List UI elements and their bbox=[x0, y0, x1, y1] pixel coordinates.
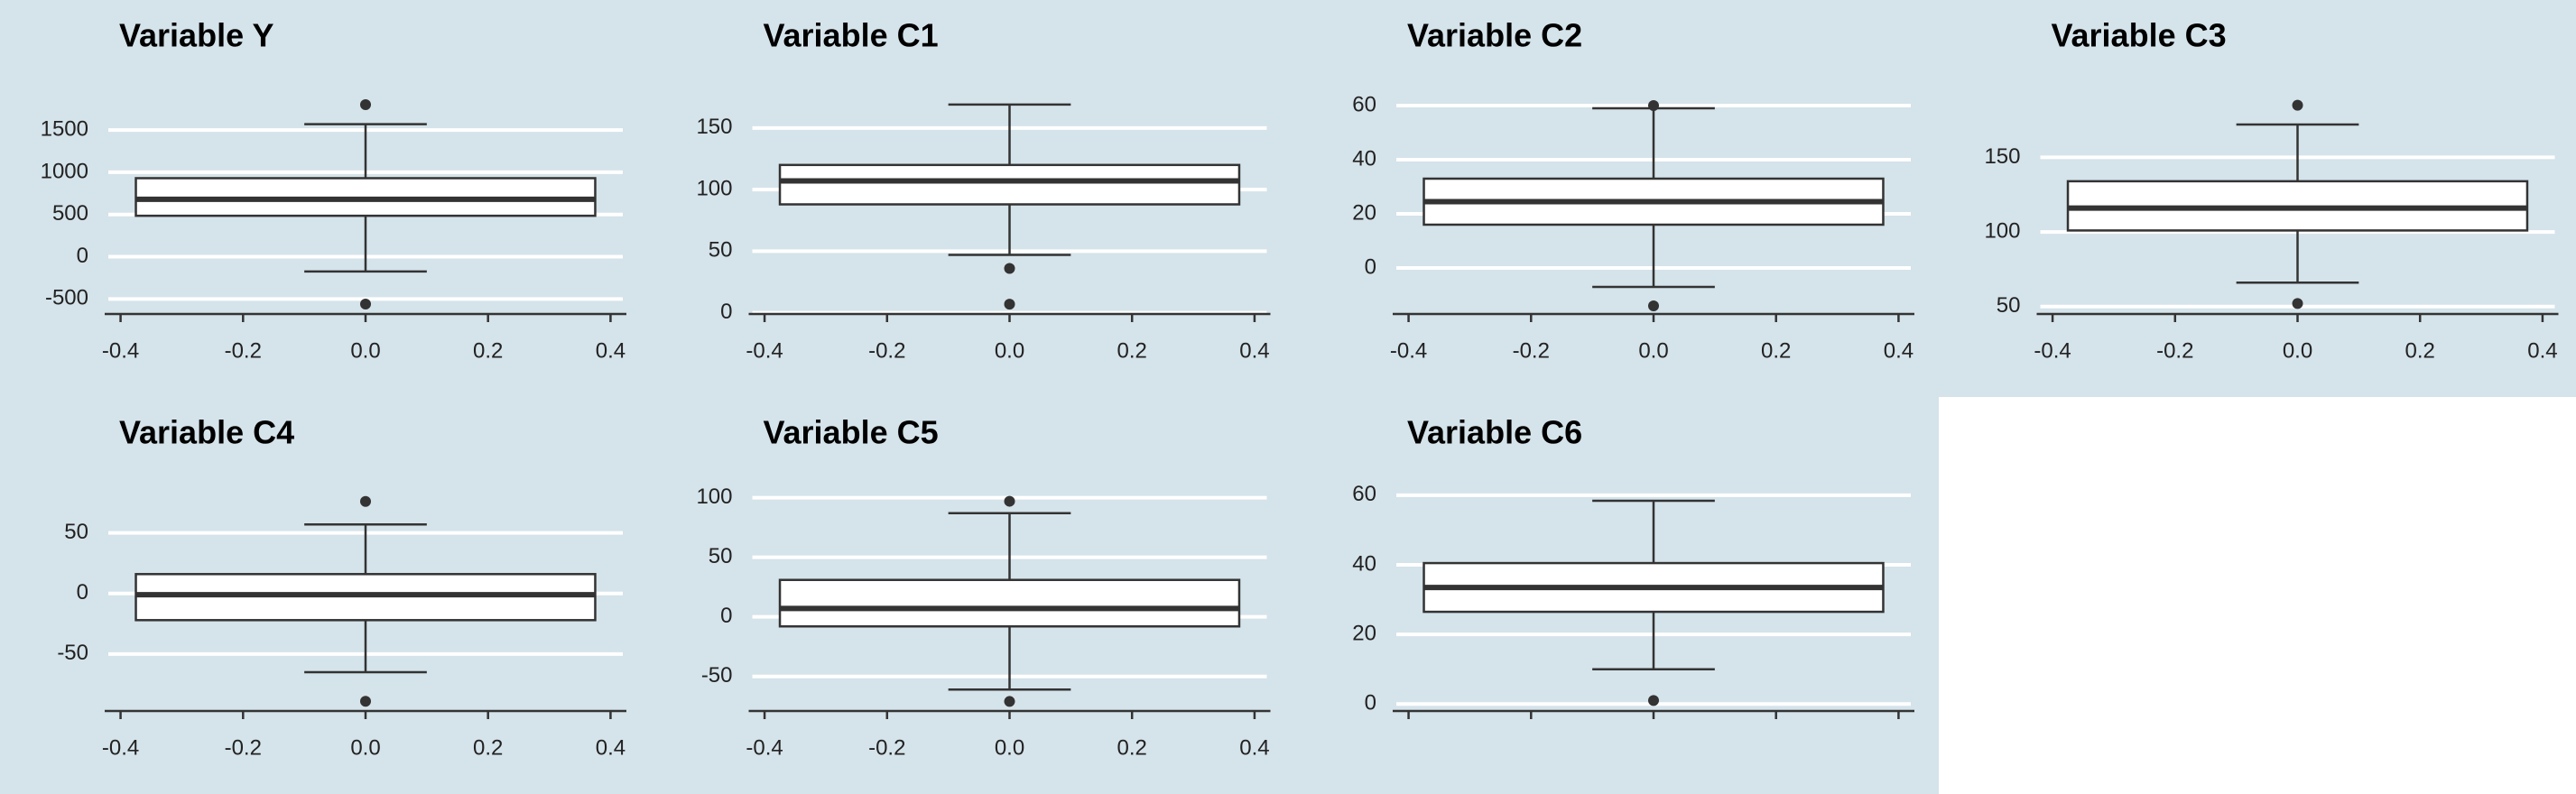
outlier bbox=[360, 298, 371, 309]
x-tick-label: 0.0 bbox=[2283, 338, 2312, 363]
chart-title: Variable C1 bbox=[764, 17, 939, 54]
x-tick-label: 0.0 bbox=[350, 735, 380, 760]
x-tick-label: 0.4 bbox=[1884, 338, 1913, 363]
y-tick-label: 40 bbox=[1352, 551, 1376, 576]
x-tick-label: 0.2 bbox=[1761, 338, 1791, 363]
y-tick-label: 0 bbox=[77, 244, 88, 268]
y-tick-label: 20 bbox=[1352, 621, 1376, 645]
x-tick-label: 0.2 bbox=[473, 338, 503, 363]
x-tick-label: -0.4 bbox=[746, 338, 783, 363]
x-tick-label: -0.2 bbox=[2156, 338, 2193, 363]
y-tick-label: 100 bbox=[696, 485, 732, 509]
y-tick-label: 100 bbox=[696, 176, 732, 200]
x-tick-label: -0.4 bbox=[102, 735, 139, 760]
chart-title: Variable C2 bbox=[1407, 17, 1582, 54]
y-tick-label: 20 bbox=[1352, 200, 1376, 225]
outlier bbox=[2292, 99, 2303, 111]
x-tick-label: 0.4 bbox=[1239, 735, 1269, 760]
y-tick-label: 50 bbox=[1997, 293, 2021, 318]
chart-title: Variable C4 bbox=[119, 414, 294, 451]
y-tick-label: 500 bbox=[52, 201, 88, 226]
outlier bbox=[360, 696, 371, 707]
chart-title: Variable Y bbox=[119, 17, 273, 54]
y-tick-label: 40 bbox=[1352, 146, 1376, 171]
outlier bbox=[360, 99, 371, 111]
y-tick-label: 50 bbox=[64, 520, 88, 544]
y-tick-label: 0 bbox=[720, 300, 732, 324]
x-tick-label: -0.2 bbox=[225, 735, 262, 760]
outlier bbox=[1648, 695, 1659, 706]
y-tick-label: 50 bbox=[709, 238, 733, 263]
x-tick-label: 0.2 bbox=[2405, 338, 2435, 363]
y-tick-label: 60 bbox=[1352, 482, 1376, 506]
x-tick-label: 0.2 bbox=[473, 735, 503, 760]
outlier bbox=[1004, 696, 1015, 707]
y-tick-label: -50 bbox=[57, 641, 88, 665]
y-tick-label: 1500 bbox=[41, 116, 88, 141]
x-tick-label: 0.2 bbox=[1117, 735, 1147, 760]
x-tick-label: -0.4 bbox=[746, 735, 783, 760]
y-tick-label: 150 bbox=[1984, 144, 2020, 169]
y-tick-label: 50 bbox=[709, 544, 733, 568]
y-tick-label: 100 bbox=[1984, 218, 2020, 243]
outlier bbox=[1648, 300, 1659, 311]
x-tick-label: -0.4 bbox=[102, 338, 139, 363]
outlier bbox=[2292, 298, 2303, 309]
x-tick-label: 0.4 bbox=[596, 735, 625, 760]
x-tick-label: -0.4 bbox=[1390, 338, 1427, 363]
y-tick-label: -500 bbox=[45, 286, 88, 310]
x-tick-label: -0.2 bbox=[868, 338, 905, 363]
y-tick-label: 0 bbox=[720, 604, 732, 628]
x-tick-label: -0.2 bbox=[868, 735, 905, 760]
x-tick-label: 0.4 bbox=[1239, 338, 1269, 363]
y-tick-label: 150 bbox=[696, 115, 732, 139]
y-tick-label: -50 bbox=[701, 663, 733, 688]
y-tick-label: 1000 bbox=[41, 159, 88, 183]
y-tick-label: 60 bbox=[1352, 92, 1376, 116]
x-tick-label: 0.4 bbox=[2527, 338, 2557, 363]
chart-title: Variable C6 bbox=[1407, 414, 1582, 451]
outlier bbox=[1004, 299, 1015, 310]
x-tick-label: 0.0 bbox=[350, 338, 380, 363]
x-tick-label: 0.0 bbox=[1638, 338, 1668, 363]
x-tick-label: 0.0 bbox=[995, 338, 1024, 363]
x-tick-label: -0.2 bbox=[1513, 338, 1550, 363]
x-tick-label: 0.2 bbox=[1117, 338, 1147, 363]
outlier bbox=[1648, 100, 1659, 111]
x-tick-label: 0.4 bbox=[596, 338, 625, 363]
x-tick-label: 0.0 bbox=[995, 735, 1024, 760]
box bbox=[778, 163, 1241, 206]
box bbox=[778, 578, 1241, 628]
y-tick-label: 0 bbox=[77, 580, 88, 605]
chart-title: Variable C5 bbox=[764, 414, 939, 451]
x-tick-label: -0.4 bbox=[2034, 338, 2071, 363]
x-tick-label: -0.2 bbox=[225, 338, 262, 363]
chart-title: Variable C3 bbox=[2052, 17, 2227, 54]
outlier bbox=[1004, 495, 1015, 507]
y-tick-label: 0 bbox=[1365, 691, 1376, 716]
outlier bbox=[360, 495, 371, 507]
outlier bbox=[1004, 263, 1015, 274]
y-tick-label: 0 bbox=[1365, 254, 1376, 279]
